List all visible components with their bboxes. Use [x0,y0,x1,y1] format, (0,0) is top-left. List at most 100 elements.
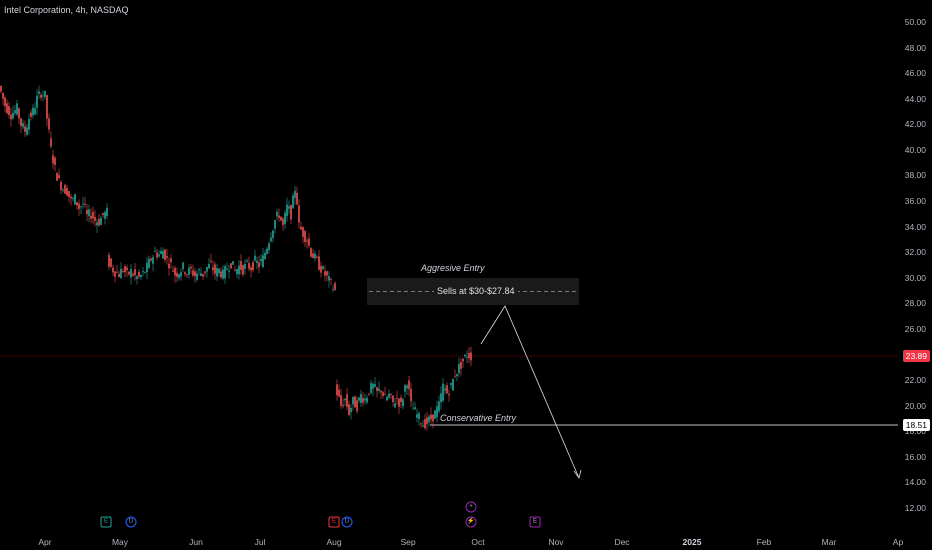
candle-body [276,211,278,217]
candle-body [250,267,252,271]
candle-body [272,230,274,238]
earnings-event-icon[interactable]: E [529,516,541,528]
candle-body [356,400,358,412]
candle-body [92,212,94,219]
y-tick-label: 50.00 [904,17,926,27]
x-tick-label: Jun [189,537,203,547]
candle-body [88,209,90,216]
x-tick-label: Aug [326,537,342,547]
candle-body [146,262,148,273]
candle-body [96,222,98,226]
candle-body [340,395,342,406]
candle-body [456,373,458,377]
candle-body [222,269,224,279]
y-tick-label: 48.00 [904,42,926,53]
y-tick-label: 28.00 [904,298,926,309]
candle-body [220,271,222,278]
y-tick-label: 40.00 [904,144,926,155]
candle-body [304,231,306,242]
candle-body [336,384,338,396]
candle-body [274,220,276,229]
candle-body [268,243,270,250]
candle-body [408,380,410,390]
candle-body [300,226,302,230]
candle-body [442,383,444,401]
candle-body [180,272,182,277]
candle-body [116,271,118,273]
candle-body [168,263,170,269]
dividend-event-icon[interactable]: D [341,516,353,528]
candle-body [60,181,62,191]
candle-body [214,264,216,274]
candle-body [314,253,316,259]
candle-body [266,248,268,254]
candle-body [402,399,404,407]
x-tick-label: Mar [821,537,837,547]
candle-body [82,203,84,205]
candle-body [110,258,112,267]
candle-body [328,276,330,281]
candle-body [422,425,424,427]
candle-body [234,270,236,271]
candle-body [150,258,152,261]
candle-body [232,261,234,265]
candle-body [44,90,46,97]
current-price-badge: 23.89 [902,350,930,362]
candle-body [16,103,18,115]
candle-body [172,270,174,272]
earnings-event-icon[interactable]: E [100,516,112,528]
candle-body [350,407,352,413]
candle-body [164,249,166,261]
candle-body [64,184,66,194]
candle-body [136,276,138,280]
candle-body [26,127,28,135]
candle-body [34,108,36,115]
dividend-event-icon[interactable]: D [125,516,137,528]
candle-body [380,390,382,393]
candle-body [344,398,346,401]
x-tick-label: Feb [756,537,772,547]
candle-body [154,250,156,252]
news-event-icon[interactable]: + [465,501,477,513]
y-tick-label: 38.00 [904,170,926,181]
candle-body [218,268,220,274]
y-tick-label: 32.00 [904,247,926,258]
candle-body [312,253,314,259]
candle-body [178,274,180,279]
candle-body [86,210,88,215]
candle-body [212,267,214,271]
x-tick-label: Dec [614,537,630,547]
candle-body [454,376,456,378]
earnings-event-icon[interactable]: E [328,516,340,528]
candle-body [426,417,428,424]
candle-body [392,395,394,402]
candle-body [434,410,436,419]
candle-body [84,204,86,205]
candle-body [182,262,184,270]
candle-body [368,393,370,395]
candle-body [10,114,12,120]
candle-body [196,273,198,280]
candle-body [290,205,292,220]
candle-body [4,97,6,107]
candle-body [184,272,186,275]
candle-body [398,398,400,407]
candle-body [428,416,430,422]
candle-body [48,118,50,130]
candle-body [90,215,92,219]
candle-body [396,397,398,399]
y-tick-label: 20.00 [904,400,926,411]
candle-body [104,212,106,219]
candle-body [152,257,154,264]
flash-event-icon[interactable]: ⚡ [465,516,477,528]
candle-body [206,266,208,272]
candle-body [160,250,162,254]
candle-body [296,192,298,205]
candle-body [370,383,372,393]
candle-body [108,254,110,267]
candle-body [452,378,454,391]
candle-body [404,385,406,392]
candle-body [42,95,44,97]
candle-body [238,265,240,275]
